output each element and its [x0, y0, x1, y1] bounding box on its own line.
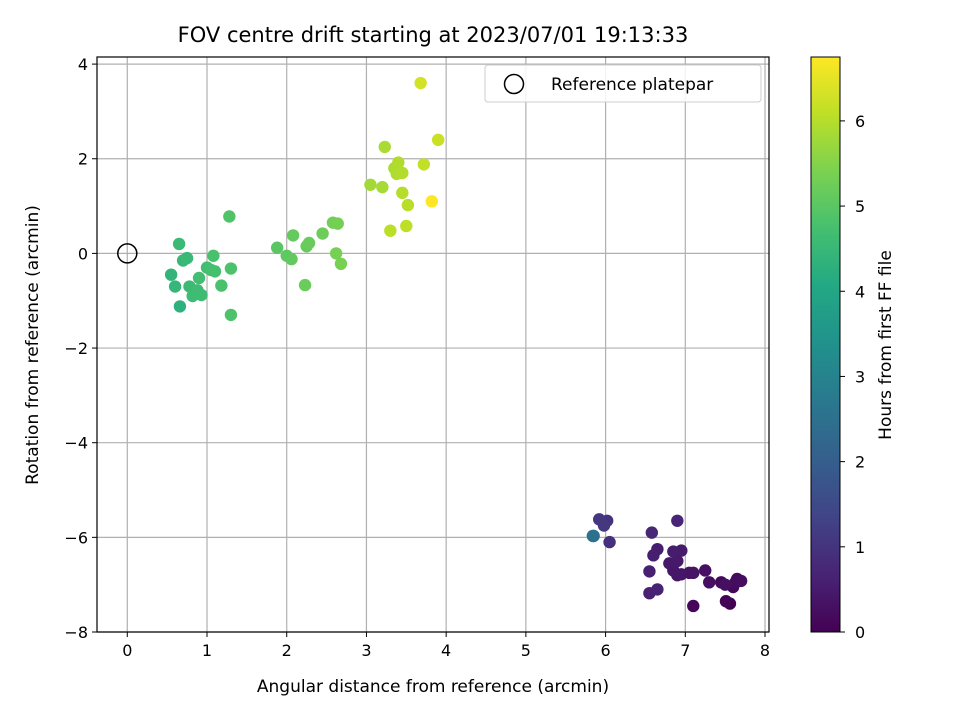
- data-point: [699, 564, 712, 577]
- y-tick-label: −2: [64, 339, 88, 358]
- data-point: [285, 252, 298, 266]
- data-point: [286, 229, 300, 242]
- data-point: [597, 519, 611, 532]
- data-point: [302, 236, 316, 250]
- data-point: [208, 265, 222, 278]
- data-point: [224, 308, 238, 322]
- data-point: [734, 574, 748, 588]
- x-tick-label: 8: [760, 641, 770, 660]
- data-point: [364, 178, 377, 191]
- reference-platepar-marker: [117, 243, 138, 264]
- data-point: [223, 210, 236, 223]
- data-point: [718, 578, 732, 591]
- legend: Reference platepar: [484, 64, 762, 103]
- data-point: [414, 76, 427, 90]
- data-point: [687, 599, 700, 613]
- plot-frame: [96, 56, 770, 633]
- data-point: [172, 237, 186, 251]
- x-tick-label: 4: [441, 641, 451, 660]
- data-point: [671, 514, 684, 527]
- data-point: [703, 576, 716, 589]
- y-tick-label: 4: [78, 55, 88, 74]
- x-tick-label: 5: [521, 641, 531, 660]
- data-point: [396, 166, 409, 180]
- data-point: [164, 268, 178, 281]
- data-point: [195, 288, 208, 302]
- y-tick-label: −6: [64, 528, 88, 547]
- x-tick-label: 7: [680, 641, 690, 660]
- data-point: [384, 224, 397, 237]
- y-tick-label: 2: [78, 150, 88, 169]
- data-point: [298, 278, 312, 292]
- colorbar-tick-label: 3: [855, 367, 865, 386]
- data-point: [329, 247, 343, 260]
- x-tick-label: 2: [282, 641, 292, 660]
- y-axis-ticks: −8 −6 −4 −2 0 2 4: [64, 55, 97, 642]
- colorbar-tick-label: 4: [855, 282, 865, 301]
- colorbar-tick-label: 0: [855, 623, 865, 642]
- data-point: [270, 241, 284, 254]
- data-point: [331, 217, 344, 230]
- data-point: [378, 140, 391, 154]
- data-point: [168, 280, 182, 293]
- data-point: [396, 186, 409, 200]
- y-tick-label: −4: [64, 434, 88, 453]
- colorbar: [810, 56, 841, 633]
- data-point: [425, 195, 439, 208]
- data-point: [671, 554, 684, 568]
- data-point: [376, 180, 389, 194]
- data-point: [651, 583, 664, 596]
- legend-label: Reference platepar: [551, 75, 713, 95]
- data-point: [643, 565, 656, 578]
- data-point: [400, 219, 413, 233]
- colorbar-label: Hours from first FF file: [876, 250, 896, 440]
- data-point: [207, 249, 220, 262]
- data-point: [603, 535, 616, 549]
- colorbar-tick-label: 2: [855, 453, 865, 472]
- data-point: [401, 198, 415, 212]
- data-point: [224, 262, 238, 275]
- x-axis-label: Angular distance from reference (arcmin): [257, 677, 609, 697]
- colorbar-ticks: 0 1 2 3 4 5 6: [840, 112, 865, 642]
- x-tick-label: 0: [122, 641, 132, 660]
- data-point: [215, 279, 228, 292]
- legend-box: [484, 64, 762, 103]
- data-point: [192, 271, 206, 285]
- y-tick-label: 0: [78, 244, 88, 263]
- colorbar-tick-label: 6: [855, 112, 865, 131]
- reference-marker-layer: [117, 243, 138, 264]
- data-points: [164, 76, 748, 613]
- x-tick-label: 3: [361, 641, 371, 660]
- data-point: [316, 227, 329, 240]
- legend-marker-open-circle: [503, 73, 525, 95]
- data-point: [586, 529, 600, 543]
- x-tick-label: 1: [202, 641, 212, 660]
- colorbar-tick-label: 5: [855, 197, 865, 216]
- x-tick-label: 6: [600, 641, 610, 660]
- y-tick-label: −8: [64, 623, 88, 642]
- data-point: [180, 251, 194, 265]
- data-point: [417, 158, 431, 171]
- data-point: [431, 133, 445, 147]
- data-point: [719, 595, 733, 608]
- data-point: [687, 566, 700, 580]
- data-point: [667, 545, 680, 558]
- grid-lines: [97, 57, 769, 633]
- data-point: [647, 549, 660, 562]
- data-point: [392, 156, 405, 169]
- data-point: [173, 300, 187, 313]
- y-axis-label: Rotation from reference (arcmin): [23, 205, 43, 485]
- x-axis-ticks: 0 1 2 3 4 5 6 7 8: [122, 632, 770, 660]
- data-point: [334, 257, 348, 271]
- chart-title: FOV centre drift starting at 2023/07/01 …: [178, 23, 689, 47]
- colorbar-tick-label: 1: [855, 538, 865, 557]
- data-point: [645, 526, 659, 539]
